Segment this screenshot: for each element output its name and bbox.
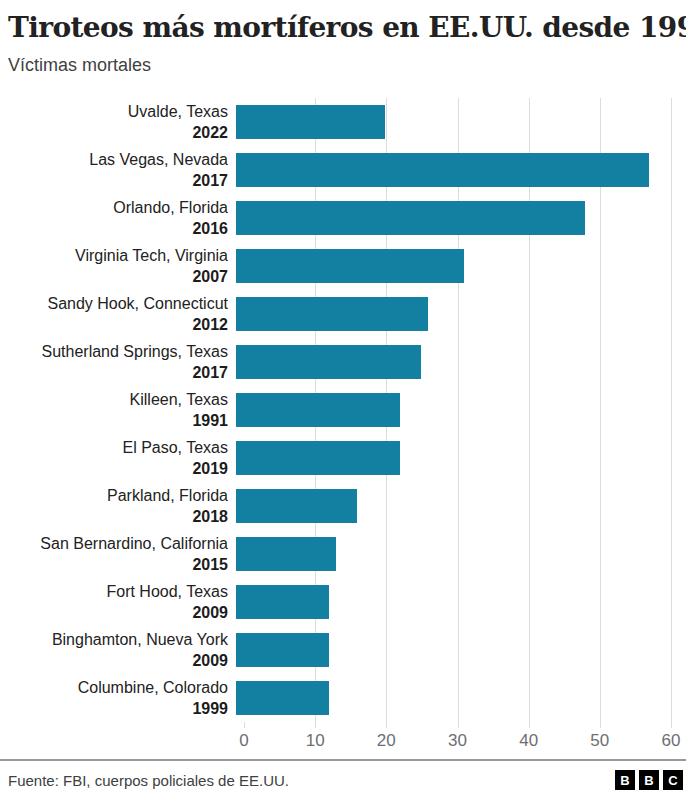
row-location: Uvalde, Texas: [0, 101, 228, 122]
bar-row: Killeen, Texas 1991: [0, 386, 686, 434]
bar: [236, 489, 357, 523]
bar: [236, 681, 329, 715]
x-tick-label: 50: [590, 731, 609, 751]
x-tick-label: 40: [519, 731, 538, 751]
bar-row: Columbine, Colorado 1999: [0, 674, 686, 722]
chart-rows: Uvalde, Texas 2022 Las Vegas, Nevada 201…: [0, 98, 686, 722]
row-label: Columbine, Colorado 1999: [0, 677, 236, 719]
bar: [236, 153, 649, 187]
bbc-logo-block: B: [615, 770, 635, 790]
row-year: 2012: [0, 314, 228, 335]
bar-row: Fort Hood, Texas 2009: [0, 578, 686, 626]
bar-cell: [236, 585, 663, 619]
row-location: Fort Hood, Texas: [0, 581, 228, 602]
bar-cell: [236, 201, 663, 235]
x-axis: 0102030405060: [244, 722, 671, 754]
row-label: Killeen, Texas 1991: [0, 389, 236, 431]
row-label: Binghamton, Nueva York 2009: [0, 629, 236, 671]
bar-cell: [236, 681, 663, 715]
row-label: Virginia Tech, Virginia 2007: [0, 245, 236, 287]
bar-cell: [236, 393, 663, 427]
page-title: Tiroteos más mortíferos en EE.UU. desde …: [8, 10, 678, 46]
bar: [236, 249, 464, 283]
row-label: Uvalde, Texas 2022: [0, 101, 236, 143]
row-label: Orlando, Florida 2016: [0, 197, 236, 239]
row-location: Binghamton, Nueva York: [0, 629, 228, 650]
row-label: El Paso, Texas 2019: [0, 437, 236, 479]
row-location: Sandy Hook, Connecticut: [0, 293, 228, 314]
bar-cell: [236, 633, 663, 667]
bar-row: Sandy Hook, Connecticut 2012: [0, 290, 686, 338]
row-year: 1991: [0, 410, 228, 431]
bar-cell: [236, 105, 663, 139]
chart-subtitle: Víctimas mortales: [8, 53, 678, 77]
bar-cell: [236, 489, 663, 523]
bar-row: Sutherland Springs, Texas 2017: [0, 338, 686, 386]
row-location: Parkland, Florida: [0, 485, 228, 506]
row-label: Sutherland Springs, Texas 2017: [0, 341, 236, 383]
row-location: Virginia Tech, Virginia: [0, 245, 228, 266]
row-year: 2017: [0, 170, 228, 191]
row-location: Columbine, Colorado: [0, 677, 228, 698]
bar-row: Uvalde, Texas 2022: [0, 98, 686, 146]
row-year: 2007: [0, 266, 228, 287]
row-year: 1999: [0, 698, 228, 719]
row-location: El Paso, Texas: [0, 437, 228, 458]
row-year: 2018: [0, 506, 228, 527]
chart-footer: Fuente: FBI, cuerpos policiales de EE.UU…: [0, 759, 686, 800]
row-location: Las Vegas, Nevada: [0, 149, 228, 170]
chart-header: Tiroteos más mortíferos en EE.UU. desde …: [0, 0, 686, 77]
bar-row: San Bernardino, California 2015: [0, 530, 686, 578]
bar-row: Orlando, Florida 2016: [0, 194, 686, 242]
x-tick-label: 10: [306, 731, 325, 751]
row-label: Fort Hood, Texas 2009: [0, 581, 236, 623]
bar-cell: [236, 297, 663, 331]
bar-row: Binghamton, Nueva York 2009: [0, 626, 686, 674]
bar-row: El Paso, Texas 2019: [0, 434, 686, 482]
bar-cell: [236, 249, 663, 283]
row-label: San Bernardino, California 2015: [0, 533, 236, 575]
x-tick-label: 0: [239, 731, 248, 751]
row-year: 2022: [0, 122, 228, 143]
row-year: 2016: [0, 218, 228, 239]
row-location: Killeen, Texas: [0, 389, 228, 410]
bar-row: Virginia Tech, Virginia 2007: [0, 242, 686, 290]
row-location: San Bernardino, California: [0, 533, 228, 554]
x-tick-label: 20: [377, 731, 396, 751]
bar: [236, 105, 385, 139]
bar-cell: [236, 537, 663, 571]
row-label: Sandy Hook, Connecticut 2012: [0, 293, 236, 335]
bar-cell: [236, 345, 663, 379]
bar: [236, 585, 329, 619]
bar: [236, 345, 421, 379]
bar: [236, 393, 400, 427]
x-tick-label: 60: [662, 731, 681, 751]
bbc-logo-block: B: [639, 770, 659, 790]
row-label: Las Vegas, Nevada 2017: [0, 149, 236, 191]
bar: [236, 441, 400, 475]
row-location: Orlando, Florida: [0, 197, 228, 218]
bar-chart: Uvalde, Texas 2022 Las Vegas, Nevada 201…: [0, 98, 686, 754]
row-year: 2015: [0, 554, 228, 575]
bbc-logo-block: C: [663, 770, 683, 790]
row-label: Parkland, Florida 2018: [0, 485, 236, 527]
bar: [236, 201, 585, 235]
bar-row: Las Vegas, Nevada 2017: [0, 146, 686, 194]
bar-cell: [236, 441, 663, 475]
x-tick-label: 30: [448, 731, 467, 751]
bar-cell: [236, 153, 663, 187]
bbc-logo: BBC: [615, 770, 683, 790]
bar-row: Parkland, Florida 2018: [0, 482, 686, 530]
bar: [236, 633, 329, 667]
row-year: 2017: [0, 362, 228, 383]
row-location: Sutherland Springs, Texas: [0, 341, 228, 362]
row-year: 2009: [0, 602, 228, 623]
row-year: 2019: [0, 458, 228, 479]
bar: [236, 297, 428, 331]
source-text: Fuente: FBI, cuerpos policiales de EE.UU…: [8, 772, 289, 789]
row-year: 2009: [0, 650, 228, 671]
bar: [236, 537, 336, 571]
